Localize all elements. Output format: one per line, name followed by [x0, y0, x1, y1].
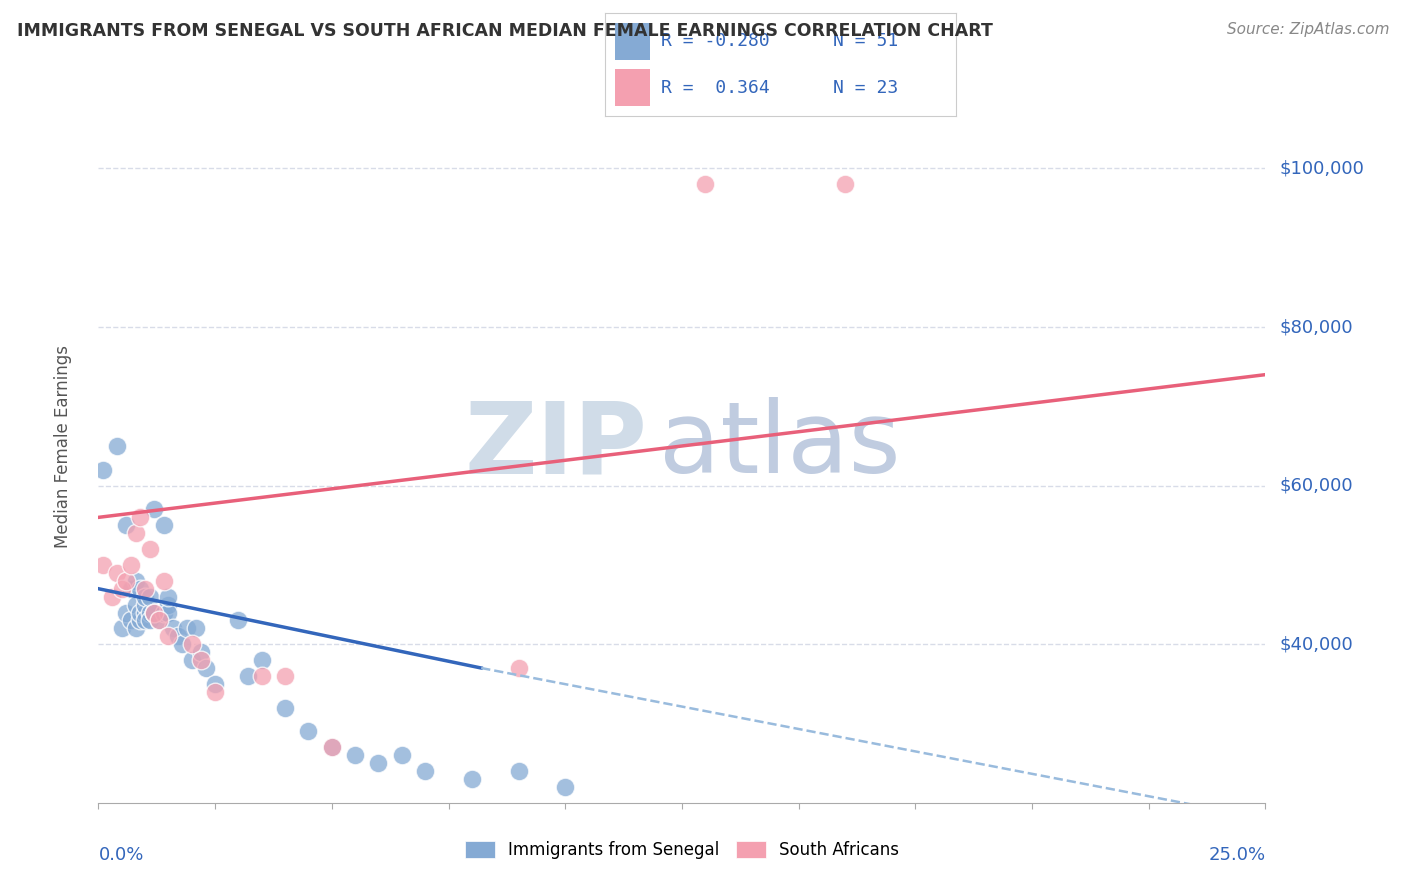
- Text: R =  0.364: R = 0.364: [661, 79, 769, 97]
- Point: [204, 685, 226, 699]
- Point: [120, 582, 142, 596]
- Point: [111, 582, 134, 596]
- Point: [101, 590, 124, 604]
- Point: [115, 518, 138, 533]
- Point: [120, 558, 142, 572]
- Point: [367, 756, 389, 771]
- Point: [250, 653, 273, 667]
- Text: ZIP: ZIP: [464, 398, 647, 494]
- Text: IMMIGRANTS FROM SENEGAL VS SOUTH AFRICAN MEDIAN FEMALE EARNINGS CORRELATION CHAR: IMMIGRANTS FROM SENEGAL VS SOUTH AFRICAN…: [17, 22, 993, 40]
- Point: [143, 606, 166, 620]
- Point: [413, 764, 436, 778]
- Text: atlas: atlas: [658, 398, 900, 494]
- Point: [228, 614, 250, 628]
- Text: 0.0%: 0.0%: [98, 846, 143, 863]
- Point: [274, 700, 297, 714]
- Point: [115, 606, 138, 620]
- Point: [125, 621, 148, 635]
- Point: [157, 606, 180, 620]
- Point: [391, 748, 413, 763]
- Point: [125, 574, 148, 588]
- Point: [129, 582, 152, 596]
- Text: Median Female Earnings: Median Female Earnings: [55, 344, 73, 548]
- Point: [91, 463, 114, 477]
- Point: [157, 590, 180, 604]
- Point: [148, 614, 170, 628]
- Text: $40,000: $40,000: [1279, 635, 1353, 653]
- Point: [172, 637, 194, 651]
- Point: [143, 502, 166, 516]
- Point: [554, 780, 576, 794]
- Bar: [616, 69, 650, 106]
- Point: [508, 764, 530, 778]
- Point: [134, 614, 156, 628]
- Point: [297, 724, 319, 739]
- Point: [236, 669, 259, 683]
- Text: Source: ZipAtlas.com: Source: ZipAtlas.com: [1226, 22, 1389, 37]
- Point: [125, 598, 148, 612]
- Point: [148, 614, 170, 628]
- Point: [129, 510, 152, 524]
- Point: [105, 566, 128, 580]
- Point: [162, 621, 184, 635]
- Text: $100,000: $100,000: [1279, 160, 1364, 178]
- Point: [129, 614, 152, 628]
- Point: [134, 590, 156, 604]
- Point: [143, 606, 166, 620]
- Point: [157, 598, 180, 612]
- Point: [139, 606, 162, 620]
- Point: [176, 621, 198, 635]
- Point: [180, 637, 202, 651]
- Point: [250, 669, 273, 683]
- Point: [111, 621, 134, 635]
- Point: [508, 661, 530, 675]
- Point: [190, 653, 212, 667]
- Point: [115, 574, 138, 588]
- Point: [91, 558, 114, 572]
- Point: [321, 740, 343, 755]
- Point: [125, 526, 148, 541]
- Point: [461, 772, 484, 786]
- Point: [157, 629, 180, 643]
- Point: [190, 645, 212, 659]
- Point: [344, 748, 367, 763]
- Point: [139, 542, 162, 557]
- Text: N = 23: N = 23: [832, 79, 898, 97]
- Point: [129, 606, 152, 620]
- Point: [321, 740, 343, 755]
- Point: [274, 669, 297, 683]
- Point: [139, 590, 162, 604]
- Point: [134, 598, 156, 612]
- Point: [152, 518, 174, 533]
- Text: N = 51: N = 51: [832, 32, 898, 50]
- Point: [194, 661, 217, 675]
- Legend: Immigrants from Senegal, South Africans: Immigrants from Senegal, South Africans: [458, 834, 905, 866]
- Point: [152, 574, 174, 588]
- Point: [180, 653, 202, 667]
- Point: [143, 606, 166, 620]
- Point: [834, 178, 856, 192]
- Bar: [616, 22, 650, 60]
- Point: [120, 614, 142, 628]
- Point: [204, 677, 226, 691]
- Text: R = -0.280: R = -0.280: [661, 32, 769, 50]
- Text: 25.0%: 25.0%: [1208, 846, 1265, 863]
- Point: [139, 614, 162, 628]
- Text: $60,000: $60,000: [1279, 476, 1353, 495]
- Text: $80,000: $80,000: [1279, 318, 1353, 336]
- Point: [105, 439, 128, 453]
- Point: [186, 621, 208, 635]
- Point: [134, 606, 156, 620]
- Point: [166, 629, 188, 643]
- Point: [695, 178, 717, 192]
- Point: [152, 606, 174, 620]
- Point: [134, 582, 156, 596]
